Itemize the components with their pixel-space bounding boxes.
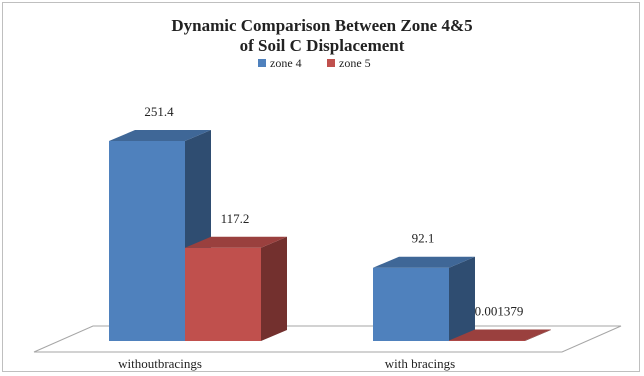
bar-top-zone-5-with-bracings — [449, 329, 551, 341]
legend: zone 4 zone 5 — [258, 56, 371, 70]
data-label-zone-5-withoutbracings: 117.2 — [221, 211, 250, 226]
legend-label-zone-4: zone 4 — [270, 56, 302, 70]
legend-label-zone-5: zone 5 — [339, 56, 371, 70]
chart-area — [2, 2, 640, 372]
data-label-zone-4-withoutbracings: 251.4 — [144, 104, 174, 119]
bar-top-zone-4-withoutbracings — [109, 130, 211, 141]
bar-side-zone-4-with-bracings — [449, 256, 475, 341]
chart-title-line-2: of Soil C Displacement — [240, 36, 405, 55]
bar-zone-5-withoutbracings — [185, 236, 287, 341]
data-label-zone-5-with-bracings: 0.001379 — [475, 304, 524, 319]
category-label-withoutbracings: withoutbracings — [118, 356, 202, 371]
bar-side-zone-5-with-bracings — [525, 329, 551, 341]
legend-swatch-zone-4 — [258, 59, 266, 67]
bar-side-zone-5-withoutbracings — [261, 236, 287, 341]
bar-top-zone-4-with-bracings — [373, 256, 475, 268]
bar-front-zone-5-with-bracings — [449, 340, 525, 341]
bar-top-zone-5-withoutbracings — [185, 236, 287, 248]
bar-zone-4-with-bracings — [373, 256, 475, 341]
bars: 251.4 117.2 92.1 0.001379 — [109, 104, 551, 341]
chart-title-line-1: Dynamic Comparison Between Zone 4&5 — [171, 16, 472, 35]
bar-front-zone-4-with-bracings — [373, 267, 449, 341]
category-label-with-bracings: with bracings — [385, 356, 455, 371]
data-label-zone-4-with-bracings: 92.1 — [412, 231, 435, 246]
bar-front-zone-5-withoutbracings — [185, 247, 261, 341]
legend-swatch-zone-5 — [327, 59, 335, 67]
bar-zone-5-with-bracings — [449, 329, 551, 341]
bar-front-zone-4-withoutbracings — [109, 141, 185, 341]
